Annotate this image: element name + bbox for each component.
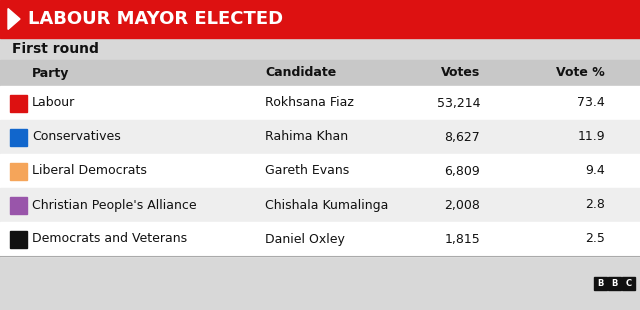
Text: Votes: Votes: [441, 67, 480, 79]
Bar: [10, 197, 27, 214]
Bar: [0, 222, 640, 256]
Text: 6,809: 6,809: [444, 165, 480, 178]
Text: B: B: [597, 278, 604, 287]
Bar: [0, 154, 640, 188]
Text: 2.5: 2.5: [585, 232, 605, 246]
Text: Rahima Khan: Rahima Khan: [265, 131, 348, 144]
Bar: [10, 231, 27, 247]
Text: 9.4: 9.4: [585, 165, 605, 178]
Bar: [0, 0, 640, 38]
Text: C: C: [625, 278, 632, 287]
Text: 8,627: 8,627: [444, 131, 480, 144]
Text: 53,214: 53,214: [436, 96, 480, 109]
Text: B: B: [611, 278, 618, 287]
Polygon shape: [8, 9, 20, 29]
Bar: [10, 95, 27, 112]
Bar: [10, 162, 27, 179]
Text: 73.4: 73.4: [577, 96, 605, 109]
Text: 11.9: 11.9: [577, 131, 605, 144]
Text: Democrats and Veterans: Democrats and Veterans: [32, 232, 187, 246]
Text: Chishala Kumalinga: Chishala Kumalinga: [265, 198, 388, 211]
Text: First round: First round: [12, 42, 99, 56]
Text: 1,815: 1,815: [444, 232, 480, 246]
Text: Vote %: Vote %: [556, 67, 605, 79]
Bar: [622, 277, 635, 290]
Bar: [10, 129, 27, 145]
Text: 2.8: 2.8: [585, 198, 605, 211]
Text: Conservatives: Conservatives: [32, 131, 121, 144]
Bar: [0, 120, 640, 154]
Text: Rokhsana Fiaz: Rokhsana Fiaz: [265, 96, 354, 109]
Bar: [0, 86, 640, 120]
Text: 2,008: 2,008: [444, 198, 480, 211]
Text: Liberal Democrats: Liberal Democrats: [32, 165, 147, 178]
Bar: [0, 60, 640, 86]
Text: Gareth Evans: Gareth Evans: [265, 165, 349, 178]
Text: Christian People's Alliance: Christian People's Alliance: [32, 198, 196, 211]
Bar: [0, 188, 640, 222]
Bar: [594, 277, 607, 290]
Text: Labour: Labour: [32, 96, 76, 109]
Text: Party: Party: [32, 67, 69, 79]
Text: Daniel Oxley: Daniel Oxley: [265, 232, 345, 246]
Text: LABOUR MAYOR ELECTED: LABOUR MAYOR ELECTED: [28, 10, 283, 28]
Bar: [0, 38, 640, 310]
Bar: [608, 277, 621, 290]
Text: Candidate: Candidate: [265, 67, 336, 79]
